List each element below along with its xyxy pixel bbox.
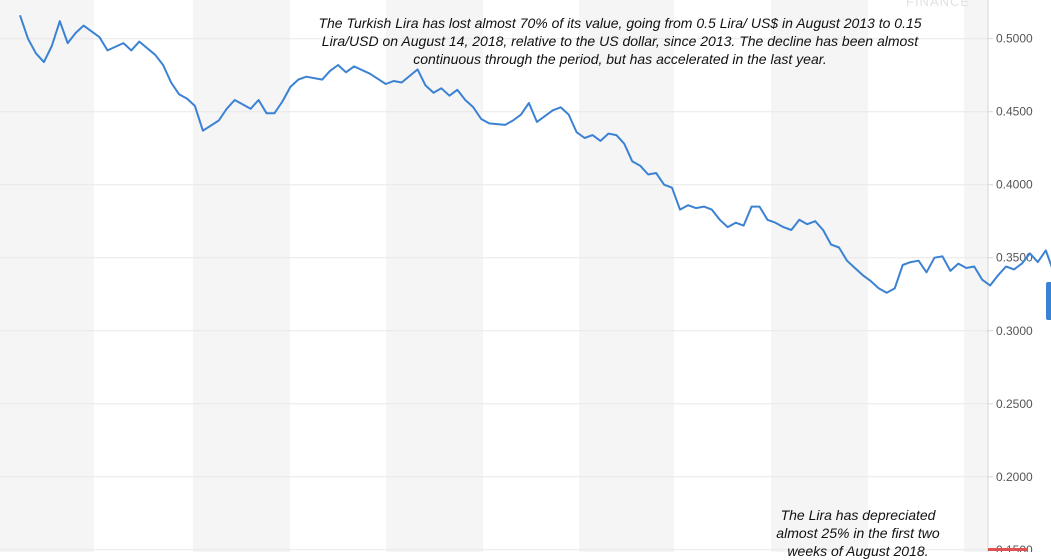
y-axis-tick-labels: 0.50000.45000.40000.35000.30000.25000.20… — [988, 32, 1033, 552]
background-band — [579, 0, 674, 552]
y-tick-label: 0.1500 — [996, 543, 1033, 552]
series-line — [19, 14, 1051, 294]
annotation-overview: The Turkish Lira has lost almost 70% of … — [318, 15, 922, 67]
background-bands — [0, 0, 988, 552]
y-tick-label: 0.2000 — [996, 470, 1033, 484]
y-tick-label: 0.5000 — [996, 32, 1033, 46]
background-band — [771, 0, 868, 552]
scroll-handle[interactable] — [1046, 282, 1051, 320]
watermark-text: FINANCE — [906, 0, 971, 9]
y-tick-label: 0.2500 — [996, 397, 1033, 411]
y-tick-label: 0.4500 — [996, 105, 1033, 119]
last-value-marker — [988, 548, 1028, 551]
background-band — [964, 0, 988, 552]
background-band — [0, 0, 94, 552]
y-tick-label: 0.3000 — [996, 324, 1033, 338]
y-tick-label: 0.4000 — [996, 178, 1033, 192]
background-band — [193, 0, 290, 552]
y-gridlines — [0, 38, 988, 551]
